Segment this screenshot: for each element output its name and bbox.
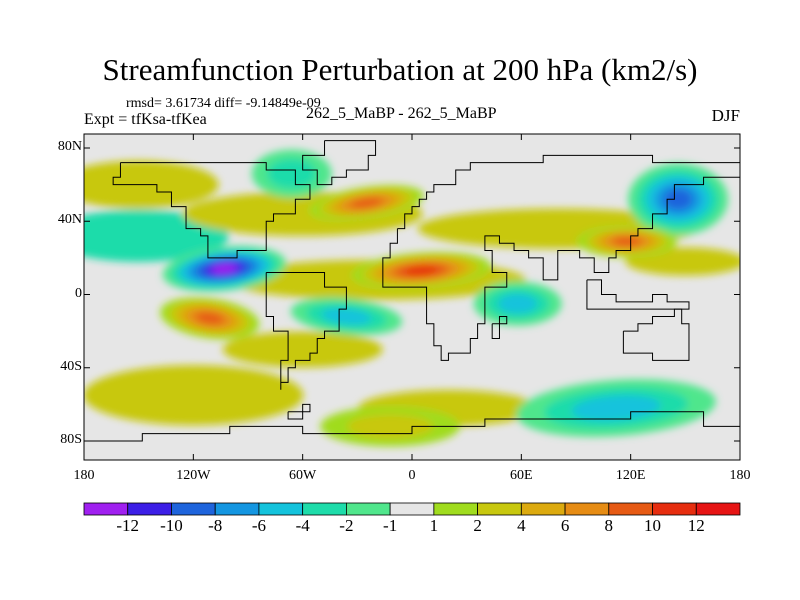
colorbar-box [608,502,653,516]
lat-tick-label: 40N [57,212,82,228]
colorbar-box [83,502,129,516]
contour-fill [612,236,642,246]
coastline-layer [84,140,740,442]
lat-tick-label: 0 [75,285,82,301]
axis-ticks [83,134,741,460]
coastline [265,272,347,390]
contour-fill [663,188,693,210]
colorbar-box [345,502,391,516]
lon-tick-label: 180 [729,468,751,483]
lon-tick-label: 180 [73,468,95,483]
lat-tick-label: 80N [57,139,82,154]
coastline [382,154,740,361]
case-label: 262_5_MaBP - 262_5_MaBP [306,105,497,122]
colorbar-label: -10 [160,516,183,535]
lon-tick-label: 120E [615,468,646,483]
contour-fill [267,158,317,189]
colorbar-label: -4 [295,516,310,535]
season-label: DJF [711,106,740,125]
colorbar-label: -6 [251,516,267,535]
contour-fill [195,312,224,325]
colorbar-box [695,502,741,516]
contour-band [84,209,229,262]
contour-fill [571,395,661,421]
colorbar-label: 4 [517,516,526,535]
colorbar-label: -1 [383,516,398,535]
coastline [287,403,311,420]
contour-fill [350,197,383,209]
colorbar-box [520,502,566,516]
contour-band [222,331,383,368]
colorbar-label: 12 [687,516,705,535]
coastline [622,308,690,361]
lon-tick-label: 120W [176,468,211,483]
colorbar-label: 6 [560,516,570,535]
colorbar-box [433,502,479,516]
colorbar [83,502,741,516]
contour-fill [321,308,372,325]
colorbar-label: 1 [429,516,439,535]
lon-tick-label: 60W [289,468,317,483]
contour-fill [211,264,238,274]
colorbar-label: -2 [339,516,354,535]
experiment-label: Expt = tfKsa-tfKea [84,111,207,128]
lat-tick-label: 80S [60,432,82,447]
colorbar-box [127,502,172,516]
contour-fill [404,266,439,276]
colorbar-box [652,502,697,516]
coastline [586,279,690,310]
lon-tick-label: 0 [408,468,416,483]
contour-band [84,365,304,426]
contour-fill-layer [84,149,740,447]
contour-fill [498,293,538,314]
colorbar-box [477,502,522,516]
colorbar-label: -8 [208,516,223,535]
colorbar-box [214,502,260,516]
colorbar-box [389,502,435,516]
coastline [491,315,508,339]
colorbar-box [258,502,304,516]
lat-tick-label: 40S [60,358,82,374]
colorbar-label: 8 [604,516,614,535]
coastline [84,411,740,442]
figure-title: Streamfunction Perturbation at 200 hPa (… [102,52,698,87]
colorbar-box [564,502,610,516]
coastline [302,140,377,186]
lon-tick-label: 60E [510,468,533,483]
colorbar-box [171,502,216,516]
colorbar-label: -12 [116,516,140,535]
coastline [112,162,311,259]
rmsd-stat: rmsd= 3.61734 diff= -9.14849e-09 [126,96,321,111]
colorbar-box [302,502,347,516]
colorbar-label: 2 [473,516,482,535]
colorbar-label: 10 [644,516,662,535]
